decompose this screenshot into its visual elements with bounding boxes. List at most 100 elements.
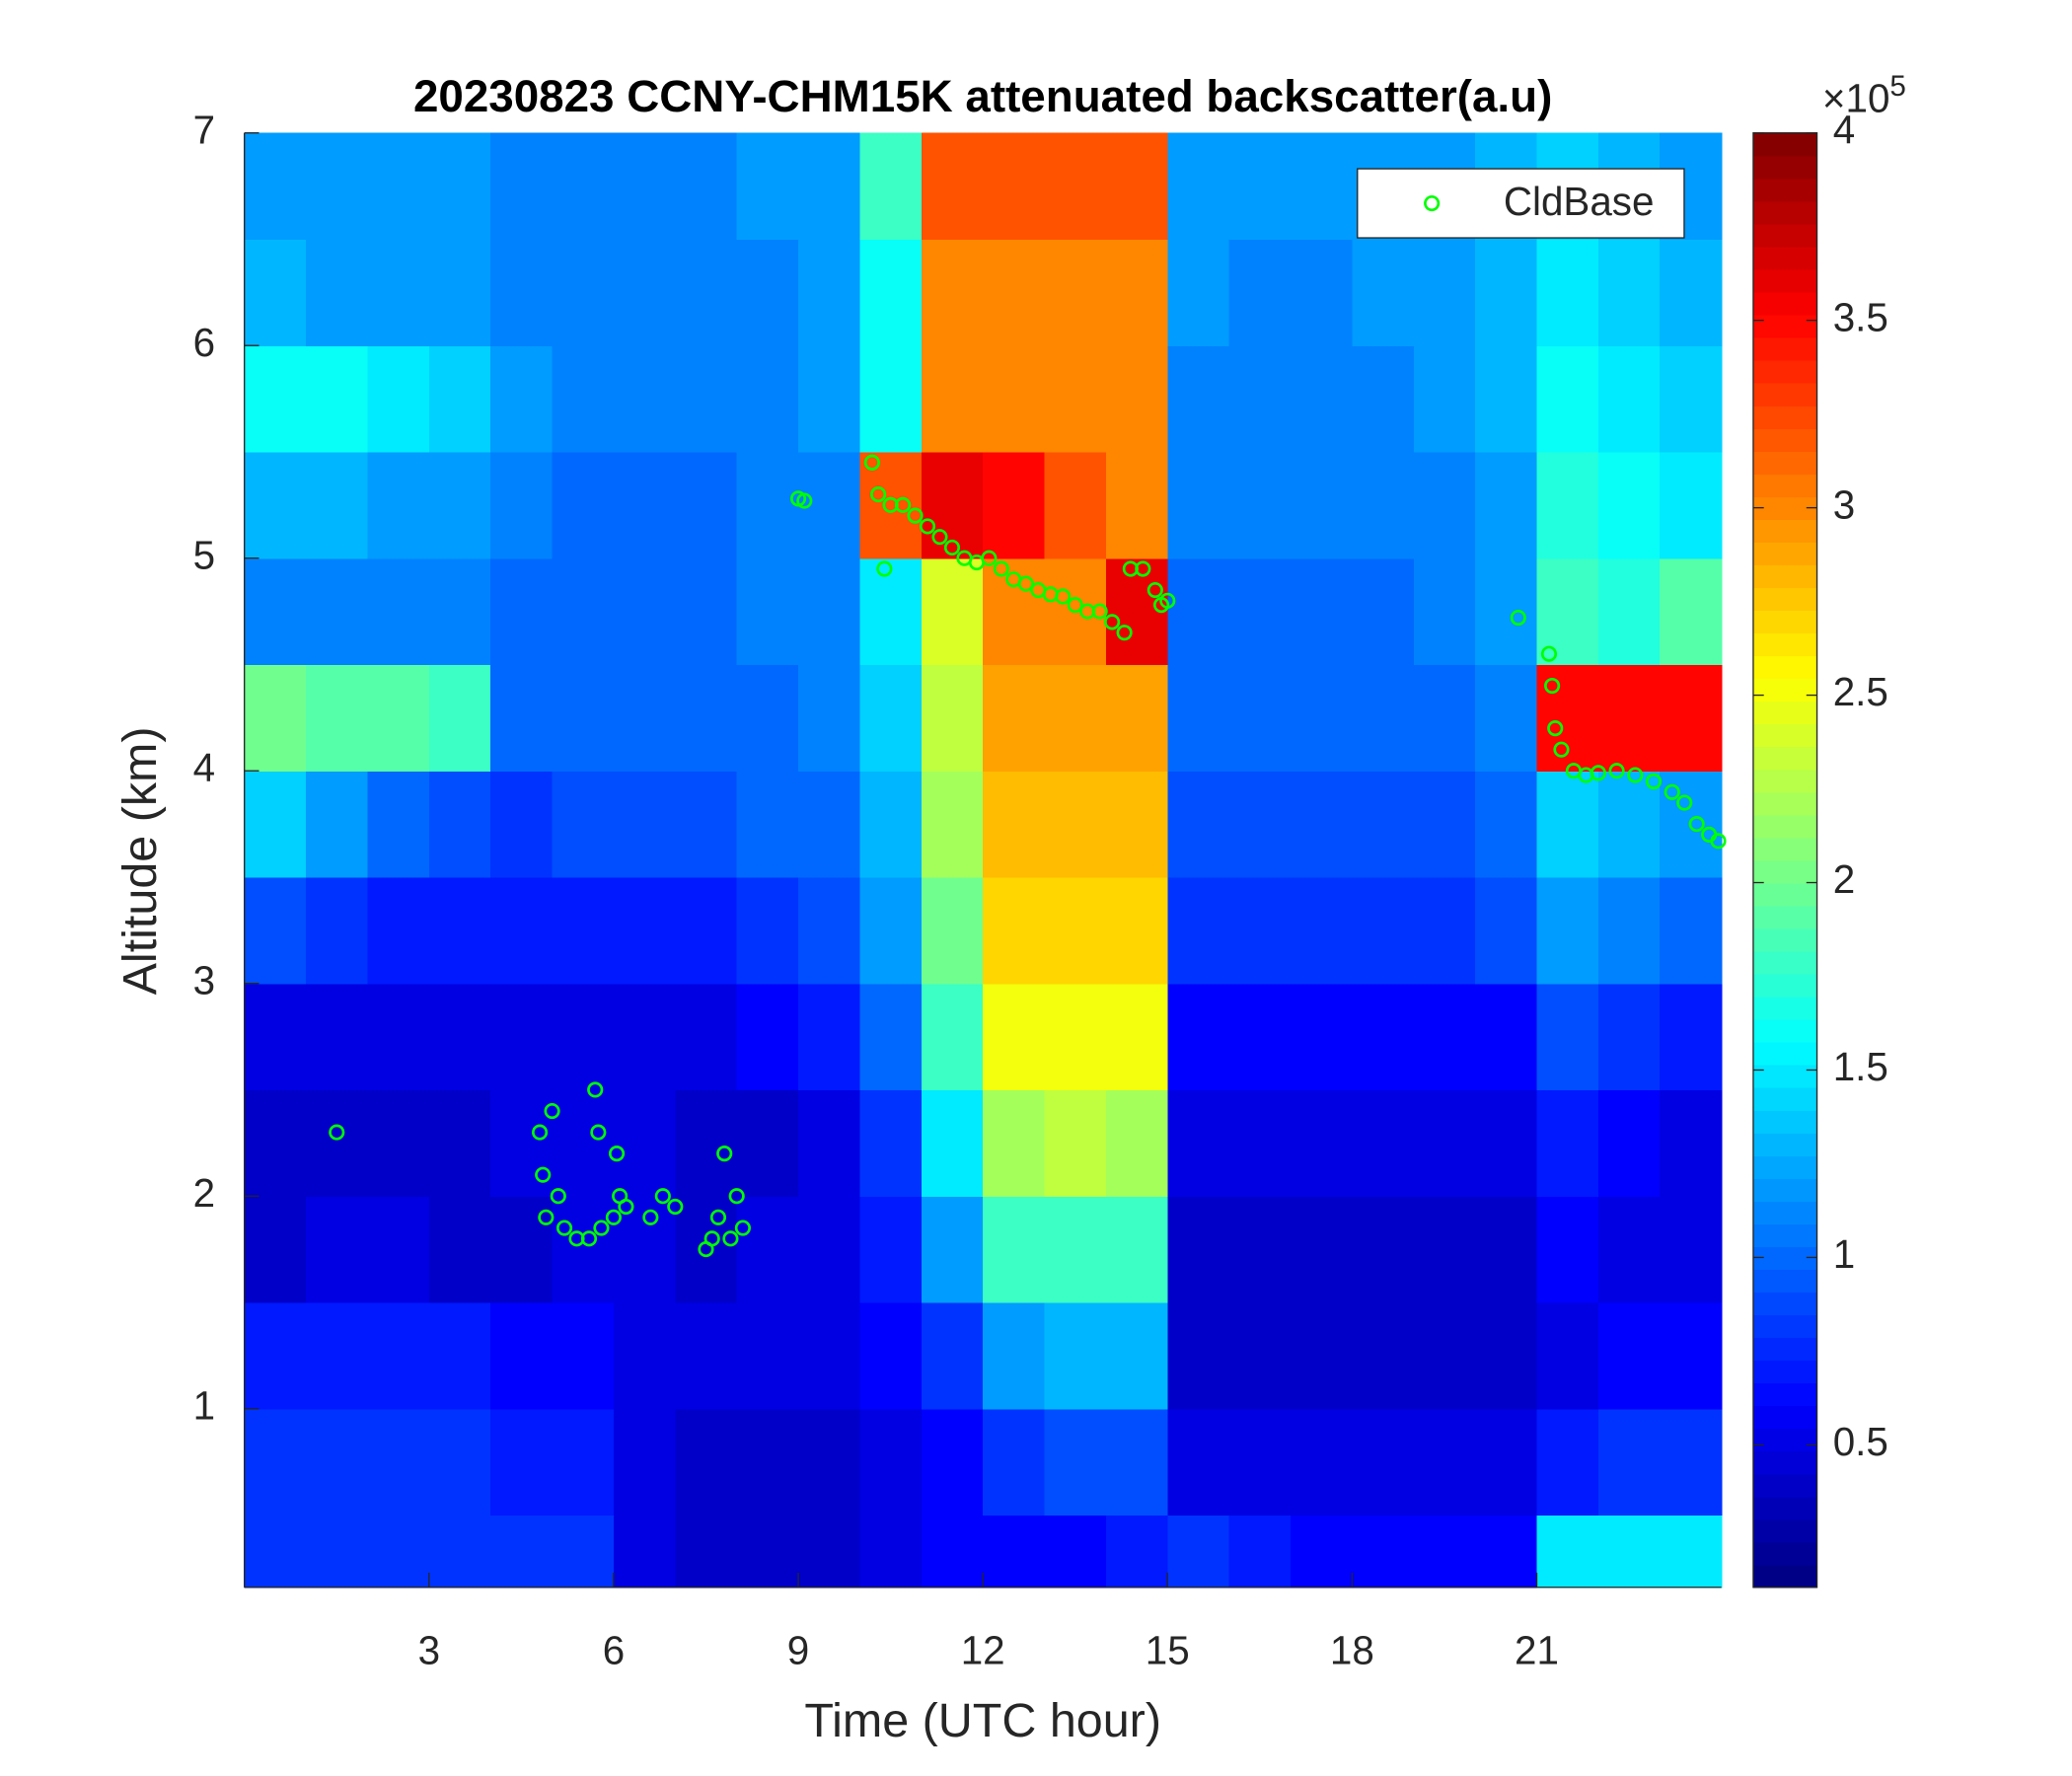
heatmap-cell	[1167, 1089, 1230, 1197]
heatmap-cell	[1044, 132, 1107, 241]
cloud-base-point	[728, 1188, 745, 1205]
heatmap-cell	[983, 239, 1046, 346]
colorbar-step	[1752, 474, 1817, 497]
heatmap-cell	[490, 983, 554, 1091]
colorbar-step	[1752, 1246, 1817, 1270]
colorbar-step	[1752, 1450, 1817, 1475]
heatmap-cell	[859, 557, 923, 666]
heatmap-cell	[428, 1408, 491, 1517]
heatmap-cell	[367, 451, 430, 559]
colorbar-step	[1752, 1337, 1817, 1362]
heatmap-cell	[1536, 876, 1599, 985]
cloud-base-point	[1104, 614, 1121, 630]
heatmap-cell	[1536, 771, 1599, 878]
heatmap-cell	[1105, 1515, 1168, 1589]
heatmap-cell	[1475, 771, 1538, 878]
heatmap-cell	[1413, 345, 1476, 453]
heatmap-cell	[367, 771, 430, 878]
heatmap-cell	[552, 1408, 615, 1517]
heatmap-cell	[921, 451, 984, 559]
heatmap-cell	[1228, 1408, 1292, 1517]
heatmap-cell	[1044, 1301, 1107, 1410]
heatmap-cell	[675, 983, 738, 1091]
heatmap-cell	[798, 983, 861, 1091]
colorbar-step	[1752, 1087, 1817, 1111]
colorbar-step	[1752, 1201, 1817, 1224]
heatmap-cell	[736, 876, 799, 985]
heatmap-cell	[1413, 771, 1476, 878]
heatmap-cell	[675, 557, 738, 666]
heatmap-cell	[1044, 771, 1107, 878]
heatmap-cell	[798, 239, 861, 346]
cloud-base-point	[667, 1198, 684, 1216]
heatmap-cell	[675, 132, 738, 241]
cloud-base-point	[709, 1209, 727, 1225]
cloud-base-point	[1553, 741, 1570, 758]
heatmap-cell	[921, 664, 984, 772]
heatmap-cell	[921, 771, 984, 878]
heatmap-cell	[1352, 1301, 1415, 1410]
heatmap-cell	[736, 1408, 799, 1517]
colorbar-step	[1752, 314, 1817, 338]
heatmap-cell	[1291, 771, 1354, 878]
heatmap-cell	[798, 876, 861, 985]
colorbar-step	[1752, 1314, 1817, 1339]
heatmap-cell	[983, 451, 1046, 559]
cloud-base-point	[1510, 609, 1526, 627]
heatmap-cell	[1413, 1515, 1476, 1589]
heatmap-cell	[244, 983, 307, 1091]
heatmap-cell	[1167, 1196, 1230, 1303]
heatmap-cell	[1167, 239, 1230, 346]
heatmap-cell	[244, 132, 307, 241]
heatmap-cell	[367, 876, 430, 985]
colorbar-tick-label: 0.5	[1833, 1419, 1888, 1464]
cloud-base-point	[919, 518, 936, 535]
heatmap-cell	[306, 451, 369, 559]
heatmap-cell	[736, 1089, 799, 1197]
heatmap-cell	[1044, 876, 1107, 985]
colorbar-step	[1752, 678, 1817, 703]
heatmap-cell	[1660, 239, 1723, 346]
heatmap-cell	[736, 664, 799, 772]
cloud-base-point	[931, 529, 948, 546]
colorbar	[1752, 132, 1817, 1589]
heatmap-cell	[552, 557, 615, 666]
heatmap-cell	[1660, 451, 1723, 559]
heatmap-cell	[983, 1408, 1046, 1517]
heatmap-cell	[1044, 451, 1107, 559]
colorbar-step	[1752, 360, 1817, 384]
colorbar-step	[1752, 1110, 1817, 1134]
heatmap-cell	[613, 664, 676, 772]
colorbar-step	[1752, 564, 1817, 589]
heatmap-cell	[1228, 1515, 1292, 1589]
heatmap-cell	[490, 1089, 554, 1197]
heatmap-cell	[1597, 876, 1661, 985]
heatmap-cell	[490, 1196, 554, 1303]
cloud-base-point	[1688, 816, 1705, 833]
heatmap-cell	[1105, 771, 1168, 878]
colorbar-tick-label: 3	[1833, 481, 1855, 527]
heatmap-cell	[306, 1301, 369, 1410]
heatmap-cell	[552, 1515, 615, 1589]
cloud-base-point	[555, 1220, 573, 1236]
heatmap-cell	[1536, 239, 1599, 346]
x-tick-label: 9	[787, 1628, 809, 1673]
cloud-base-point	[981, 550, 998, 566]
cloud-base-point	[1627, 767, 1644, 783]
heatmap-cell	[798, 345, 861, 453]
heatmap-cell	[428, 1515, 491, 1589]
heatmap-cell	[1105, 1408, 1168, 1517]
heatmap-cell	[552, 451, 615, 559]
heatmap-cell	[983, 557, 1046, 666]
heatmap-cell	[983, 345, 1046, 453]
heatmap-cell	[306, 239, 369, 346]
colorbar-step	[1752, 859, 1817, 884]
colorbar-step	[1752, 1382, 1817, 1407]
heatmap-cell	[1105, 983, 1168, 1091]
heatmap-cell	[1228, 1301, 1292, 1410]
heatmap-cell	[1475, 876, 1538, 985]
heatmap-cell	[1105, 876, 1168, 985]
heatmap-cell	[736, 132, 799, 241]
heatmap-cell	[1044, 1196, 1107, 1303]
